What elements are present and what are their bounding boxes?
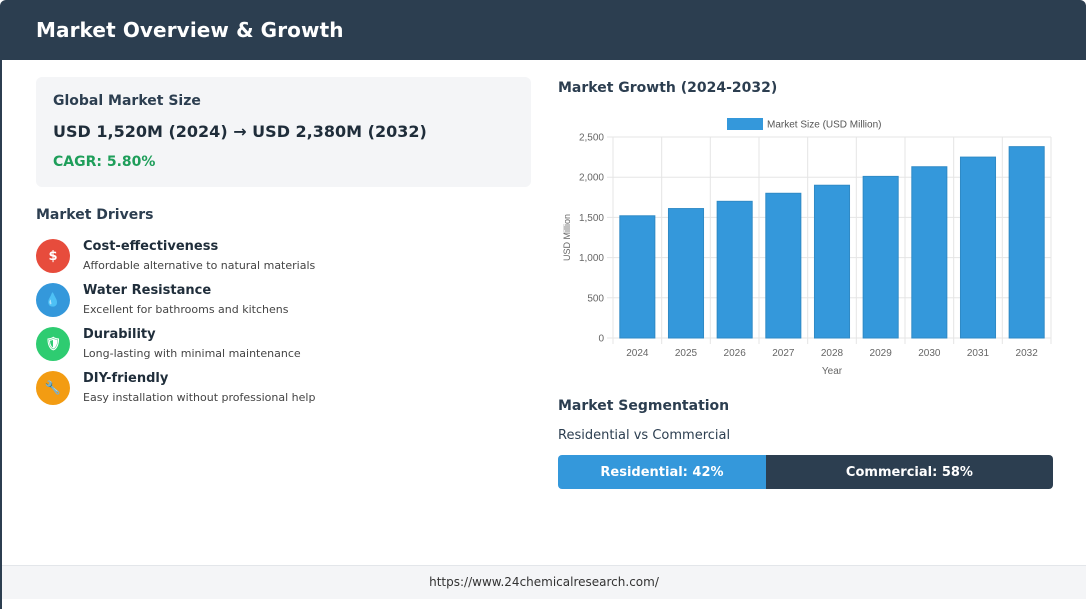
segmentation-bar: Residential: 42% Commercial: 58% bbox=[558, 455, 1053, 489]
y-tick-label: 2,500 bbox=[579, 133, 604, 144]
x-axis-title: Year bbox=[822, 366, 843, 377]
x-tick-label: 2028 bbox=[821, 348, 844, 359]
bar bbox=[813, 184, 851, 339]
market-size-card: Global Market Size USD 1,520M (2024) → U… bbox=[36, 77, 531, 187]
bar bbox=[667, 208, 705, 339]
dollar-icon: $ bbox=[36, 239, 70, 273]
segmentation-subtitle: Residential vs Commercial bbox=[558, 428, 731, 443]
x-tick-label: 2027 bbox=[772, 348, 795, 359]
y-tick-label: 1,500 bbox=[579, 213, 604, 224]
driver-item-water-resistance: 💧 Water Resistance Excellent for bathroo… bbox=[36, 283, 516, 319]
legend-label: Market Size (USD Million) bbox=[767, 120, 881, 131]
bar bbox=[765, 192, 802, 339]
y-tick-label: 0 bbox=[598, 334, 604, 345]
driver-description: Affordable alternative to natural materi… bbox=[83, 259, 316, 272]
x-tick-label: 2031 bbox=[967, 348, 990, 359]
frame-border bbox=[0, 60, 2, 609]
footer-url[interactable]: https://www.24chemicalresearch.com/ bbox=[429, 575, 659, 589]
driver-title: Durability bbox=[83, 327, 156, 342]
page-header: Market Overview & Growth bbox=[0, 0, 1086, 60]
driver-item-durability: 🛡 Durability Long-lasting with minimal m… bbox=[36, 327, 516, 363]
y-axis-title: USD Million bbox=[562, 214, 572, 261]
segment-residential: Residential: 42% bbox=[558, 455, 766, 489]
page-title: Market Overview & Growth bbox=[36, 18, 344, 42]
growth-chart-title: Market Growth (2024-2032) bbox=[558, 80, 778, 96]
segmentation-title: Market Segmentation bbox=[558, 398, 730, 414]
bar bbox=[911, 166, 948, 339]
x-tick-label: 2026 bbox=[724, 348, 747, 359]
cagr-value: CAGR: 5.80% bbox=[53, 154, 156, 170]
bar bbox=[716, 200, 753, 339]
x-tick-label: 2032 bbox=[1016, 348, 1039, 359]
bar bbox=[619, 215, 656, 339]
driver-description: Easy installation without professional h… bbox=[83, 391, 316, 404]
shield-icon: 🛡 bbox=[36, 327, 70, 361]
segment-commercial: Commercial: 58% bbox=[765, 455, 1053, 489]
driver-item-cost-effectiveness: $ Cost-effectiveness Affordable alternat… bbox=[36, 239, 516, 275]
driver-title: DIY-friendly bbox=[83, 371, 169, 386]
legend-swatch bbox=[727, 118, 763, 130]
driver-description: Long-lasting with minimal maintenance bbox=[83, 347, 301, 360]
market-size-title: Global Market Size bbox=[53, 93, 201, 109]
driver-title: Water Resistance bbox=[83, 283, 212, 298]
drivers-title: Market Drivers bbox=[36, 207, 154, 223]
x-tick-label: 2025 bbox=[675, 348, 698, 359]
x-tick-label: 2024 bbox=[626, 348, 649, 359]
market-growth-chart: Market Size (USD Million) 0 500 1,000 1,500 2… bbox=[562, 118, 1052, 377]
market-size-value: USD 1,520M (2024) → USD 2,380M (2032) bbox=[53, 122, 427, 141]
y-tick-label: 2,000 bbox=[579, 173, 604, 184]
y-tick-label: 500 bbox=[587, 293, 604, 304]
bar bbox=[1008, 146, 1045, 339]
driver-description: Excellent for bathrooms and kitchens bbox=[83, 303, 289, 316]
bar bbox=[862, 175, 899, 339]
footer: https://www.24chemicalresearch.com/ bbox=[2, 565, 1086, 599]
wrench-icon: 🔧 bbox=[36, 371, 70, 405]
driver-item-diy-friendly: 🔧 DIY-friendly Easy installation without… bbox=[36, 371, 516, 407]
x-tick-label: 2029 bbox=[870, 348, 893, 359]
y-tick-label: 1,000 bbox=[579, 253, 604, 264]
driver-title: Cost-effectiveness bbox=[83, 239, 219, 254]
bar bbox=[959, 156, 997, 339]
x-tick-label: 2030 bbox=[918, 348, 941, 359]
water-drop-icon: 💧 bbox=[36, 283, 70, 317]
